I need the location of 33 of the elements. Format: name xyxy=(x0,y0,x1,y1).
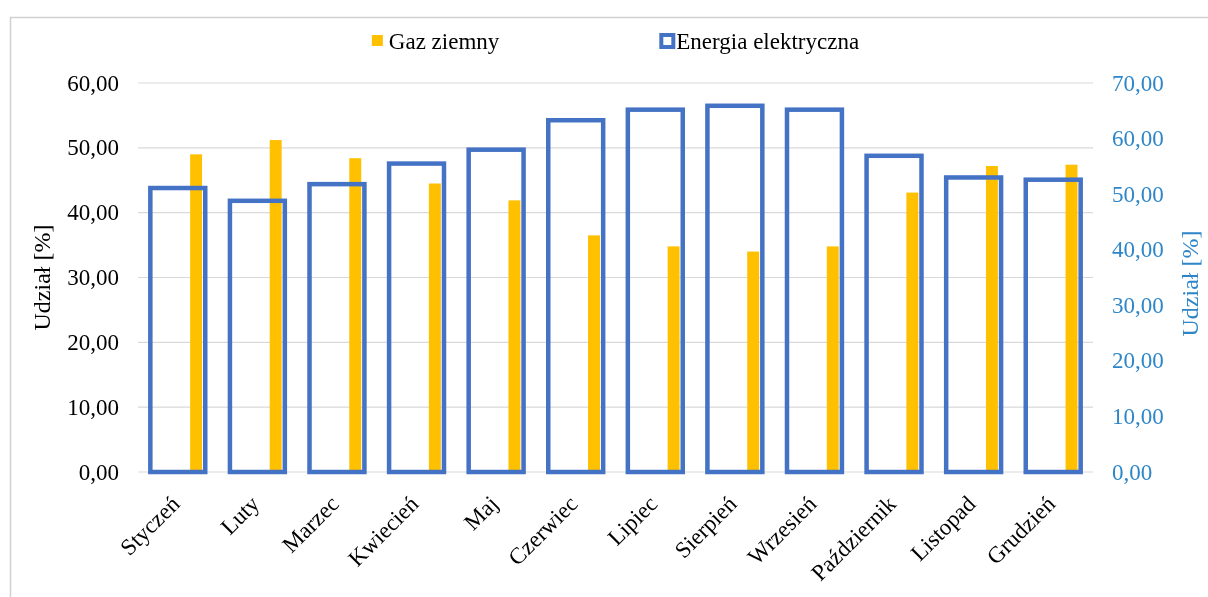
legend-label: Energia elektryczna xyxy=(676,28,860,54)
y2-tick-label: 10,00 xyxy=(1112,403,1164,429)
y2-tick-label: 50,00 xyxy=(1112,181,1164,207)
y2-tick-label: 40,00 xyxy=(1112,237,1164,263)
bar xyxy=(747,251,760,472)
y2-tick-label: 20,00 xyxy=(1112,348,1164,374)
bar xyxy=(588,235,600,472)
y-axis-title: Udział [%] xyxy=(29,224,55,331)
bar xyxy=(826,246,839,472)
bar xyxy=(269,140,282,472)
y2-tick-label: 70,00 xyxy=(1112,70,1164,96)
y-tick-label: 30,00 xyxy=(67,265,119,290)
y-tick-label: 40,00 xyxy=(67,200,119,226)
bar xyxy=(985,165,998,472)
y-tick-label: 60,00 xyxy=(67,70,119,96)
y2-tick-label: 30,00 xyxy=(1112,292,1164,318)
x-tick-label: Maj xyxy=(459,491,503,536)
bar xyxy=(190,154,203,472)
bar xyxy=(906,192,919,472)
y2-axis-title: Udział [%] xyxy=(1177,230,1203,337)
bar xyxy=(1065,164,1078,472)
bar xyxy=(667,246,680,472)
y-tick-label: 10,00 xyxy=(67,394,119,420)
x-tick-label: Luty xyxy=(215,490,265,540)
y-tick-label: 20,00 xyxy=(67,329,119,355)
y2-tick-label: 60,00 xyxy=(1112,126,1164,152)
y-tick-label: 50,00 xyxy=(67,135,119,161)
bar xyxy=(349,158,362,472)
y-tick-label: 0,00 xyxy=(78,459,119,485)
bar xyxy=(508,200,521,472)
bar xyxy=(428,183,441,472)
legend-label: Gaz ziemny xyxy=(388,28,500,54)
y2-tick-label: 0,00 xyxy=(1112,459,1153,485)
